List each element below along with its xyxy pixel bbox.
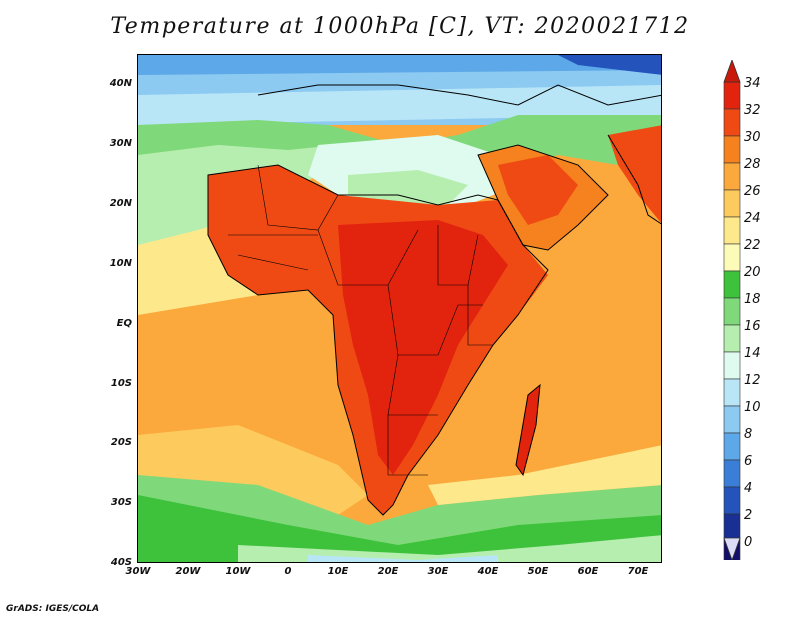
lat-label-40n: 40N	[109, 78, 132, 89]
lon-label-70e: 70E	[627, 566, 649, 577]
colorbar-cell	[723, 81, 741, 110]
arabia-hot	[498, 155, 578, 225]
lat-label-30n: 30N	[109, 138, 132, 149]
lat-label-eq: EQ	[116, 318, 132, 329]
madagascar-coastline	[515, 383, 541, 477]
footer-credit: GrADS: IGES/COLA	[6, 604, 100, 614]
africa-hot-core	[338, 220, 508, 475]
lon-label-20e: 20E	[377, 566, 399, 577]
colorbar-cell	[723, 270, 741, 299]
colorbar-cell	[723, 216, 741, 245]
colorbar-cell	[723, 243, 741, 272]
colorbar-label-26: 26	[744, 184, 761, 199]
colorbar-label-16: 16	[744, 319, 761, 334]
south-lightgreen-edge	[238, 535, 661, 562]
colorbar-label-4: 4	[744, 481, 753, 496]
colorbar-label-14: 14	[744, 346, 761, 361]
africa-coastline	[207, 164, 549, 516]
lon-label-10e: 10E	[327, 566, 349, 577]
colorbar-cell	[723, 108, 741, 137]
colorbar-cell	[723, 135, 741, 164]
colorbar-label-12: 12	[744, 373, 761, 388]
map-title: Temperature at 1000hPa [C], VT: 20200217…	[110, 14, 690, 39]
lon-label-30w: 30W	[125, 566, 151, 577]
lon-label-0: 0	[284, 566, 292, 577]
colorbar-label-6: 6	[744, 454, 753, 469]
europe-coastline	[257, 84, 661, 106]
lon-label-10w: 10W	[225, 566, 251, 577]
far-north-band	[138, 55, 661, 75]
colorbar-label-30: 30	[744, 130, 761, 145]
south-atlantic-yellow	[138, 425, 368, 515]
colorbar-label-28: 28	[744, 157, 761, 172]
country-borders	[228, 164, 493, 476]
colorbar-label-10: 10	[744, 400, 761, 415]
colorbar-cell	[723, 351, 741, 380]
colorbar-label-8: 8	[744, 427, 753, 442]
north-green-band	[138, 115, 661, 245]
lat-label-30s: 30S	[110, 497, 132, 508]
colorbar-bottom-arrow	[723, 537, 741, 560]
colorbar-cell	[723, 162, 741, 191]
cold-corner	[558, 55, 661, 75]
temperature-map	[137, 54, 662, 563]
map-field	[138, 55, 661, 562]
india-warm	[608, 125, 661, 223]
colorbar-label-2: 2	[744, 508, 753, 523]
colorbar-cell	[723, 513, 741, 542]
colorbar-cell	[723, 432, 741, 461]
arabia-coastline	[477, 144, 609, 251]
sahara-green-patch	[348, 170, 468, 205]
colorbar-label-18: 18	[744, 292, 761, 307]
lat-label-20s: 20S	[110, 437, 132, 448]
colorbar-cell	[723, 297, 741, 326]
colorbar-cell	[723, 405, 741, 434]
colorbar-top-arrow	[723, 60, 741, 83]
colorbar-cell	[723, 459, 741, 488]
lon-label-20w: 20W	[175, 566, 201, 577]
lon-label-50e: 50E	[527, 566, 549, 577]
madagascar-warm	[516, 385, 540, 475]
colorbar-cells	[723, 81, 741, 560]
colorbar-label-34: 34	[744, 76, 761, 91]
colorbar-cell	[723, 378, 741, 407]
colorbar-label-24: 24	[744, 211, 761, 226]
south-green-core	[138, 495, 661, 562]
colorbar-cell	[723, 324, 741, 353]
india-coastline	[607, 134, 661, 225]
colorbar-cell	[723, 189, 741, 218]
lon-label-30e: 30E	[427, 566, 449, 577]
colorbar-cell	[723, 486, 741, 515]
south-cool-patch	[308, 555, 498, 562]
colorbar-label-0: 0	[744, 535, 753, 550]
lat-label-20n: 20N	[109, 198, 132, 209]
lon-label-40e: 40E	[477, 566, 499, 577]
lat-label-40s: 40S	[110, 557, 132, 568]
colorbar	[723, 60, 741, 560]
lat-label-10n: 10N	[109, 258, 132, 269]
lon-label-60e: 60E	[577, 566, 599, 577]
lat-label-10s: 10S	[110, 378, 132, 389]
colorbar-label-22: 22	[744, 238, 761, 253]
colorbar-label-32: 32	[744, 103, 761, 118]
south-indian-yellow	[428, 445, 661, 505]
colorbar-label-20: 20	[744, 265, 761, 280]
